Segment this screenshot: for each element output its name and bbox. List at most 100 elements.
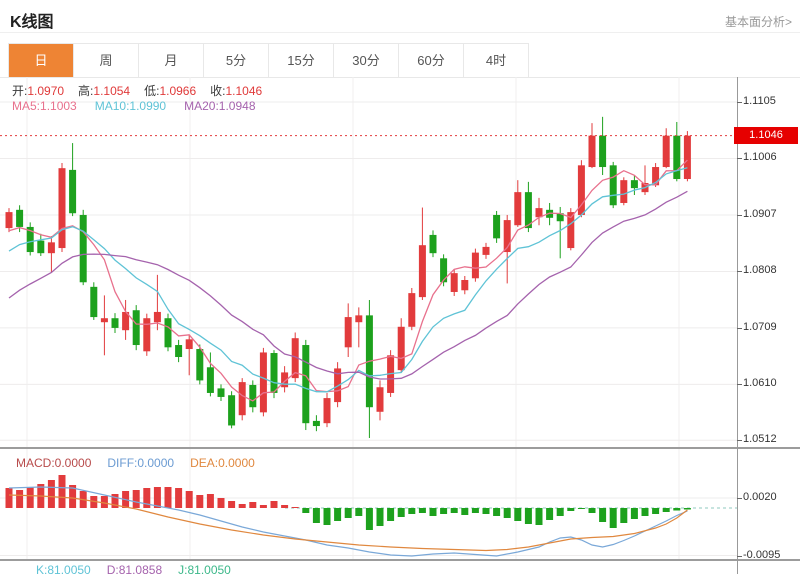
tab-30分[interactable]: 30分 bbox=[334, 44, 399, 77]
macd-bar bbox=[683, 508, 691, 510]
candle-body bbox=[429, 234, 437, 254]
price-label: 1.0512 bbox=[743, 433, 777, 445]
candle-body bbox=[58, 168, 66, 249]
page-title: K线图 bbox=[10, 14, 54, 31]
macd-bar bbox=[206, 494, 214, 508]
macd-kdj-divider bbox=[0, 559, 800, 561]
macd-bar bbox=[323, 508, 331, 525]
candle-body bbox=[524, 192, 532, 229]
candle-body bbox=[620, 180, 628, 203]
candle-body bbox=[334, 368, 342, 403]
ohlc-item: 高:1.1054 bbox=[78, 84, 130, 98]
kdj-value: 81.0050 bbox=[187, 563, 231, 574]
ma-value: 1.1003 bbox=[40, 99, 77, 113]
macd-bar bbox=[47, 480, 55, 508]
candle-body bbox=[206, 367, 214, 393]
candle-body bbox=[26, 226, 34, 253]
macd-bar bbox=[482, 508, 490, 514]
candle-body bbox=[153, 311, 161, 323]
price-tick bbox=[737, 271, 742, 272]
price-tick bbox=[737, 158, 742, 159]
ma-value: 1.0990 bbox=[129, 99, 167, 113]
macd-bar bbox=[312, 508, 320, 523]
ohlc-value: 1.0970 bbox=[27, 84, 65, 98]
panel-divider bbox=[0, 447, 800, 449]
macd-legend: MACD:0.0000 DIFF:0.0000 DEA:0.0000 bbox=[16, 456, 271, 470]
macd-bar bbox=[175, 488, 183, 508]
macd-bar bbox=[143, 488, 151, 508]
tab-周[interactable]: 周 bbox=[74, 44, 139, 77]
ma-item: MA20:1.0948 bbox=[184, 99, 255, 113]
candle-body bbox=[344, 317, 352, 348]
tab-4时[interactable]: 4时 bbox=[464, 44, 528, 77]
dea-line bbox=[8, 494, 688, 552]
candle-body bbox=[270, 353, 278, 393]
macd-bar bbox=[111, 494, 119, 508]
macd-bar bbox=[217, 498, 225, 508]
macd-value: 0.0000 bbox=[137, 456, 175, 470]
macd-bar bbox=[228, 501, 236, 508]
ohlc-value: 1.1054 bbox=[93, 84, 131, 98]
ohlc-label: 收: bbox=[210, 84, 226, 98]
price-label: 1.0709 bbox=[743, 321, 777, 333]
kdj-value: 81.0050 bbox=[47, 563, 91, 574]
ma-legend: MA5:1.1003 MA10:1.0990 MA20:1.0948 bbox=[12, 99, 274, 113]
candle-body bbox=[217, 388, 225, 397]
kdj-label: J: bbox=[178, 563, 188, 574]
candle-body bbox=[249, 384, 257, 408]
tab-日[interactable]: 日 bbox=[9, 44, 74, 77]
macd-item: MACD:0.0000 bbox=[16, 456, 91, 470]
period-tabs: 日周月 5分 15分 30分 60分 4时 bbox=[8, 43, 529, 77]
ohlc-value: 1.0966 bbox=[159, 84, 197, 98]
fundamental-analysis-link[interactable]: 基本面分析> bbox=[724, 15, 792, 29]
candle-body bbox=[16, 209, 24, 227]
macd-bar bbox=[5, 488, 13, 508]
tab-5分[interactable]: 5分 bbox=[204, 44, 269, 77]
macd-label: DIFF: bbox=[107, 456, 138, 470]
tab-月[interactable]: 月 bbox=[139, 44, 204, 77]
ma-label: MA10: bbox=[94, 99, 130, 113]
macd-tick bbox=[737, 556, 742, 557]
candle-body bbox=[662, 135, 670, 168]
tab-60分[interactable]: 60分 bbox=[399, 44, 464, 77]
macd-chart[interactable] bbox=[0, 450, 737, 560]
ma-label: MA5: bbox=[12, 99, 41, 113]
candle-body bbox=[683, 135, 691, 180]
macd-bar bbox=[26, 487, 34, 508]
macd-bar bbox=[524, 508, 532, 524]
macd-value: 0.0000 bbox=[54, 456, 92, 470]
candle-body bbox=[312, 420, 320, 427]
price-tick bbox=[737, 328, 742, 329]
macd-bar bbox=[599, 508, 607, 522]
candle-body bbox=[5, 212, 13, 229]
macd-bar bbox=[556, 508, 564, 516]
macd-item: DEA:0.0000 bbox=[190, 456, 255, 470]
macd-bar bbox=[291, 507, 299, 508]
macd-bar bbox=[58, 475, 66, 508]
ma-label: MA20: bbox=[184, 99, 219, 113]
macd-bar bbox=[355, 508, 363, 516]
candle-body bbox=[577, 165, 585, 215]
macd-bar bbox=[100, 496, 108, 508]
candle-body bbox=[228, 395, 236, 426]
macd-bar bbox=[334, 508, 342, 521]
ma-item: MA10:1.0990 bbox=[95, 99, 166, 113]
candle-body bbox=[111, 318, 119, 328]
candle-body bbox=[90, 286, 98, 318]
macd-bar bbox=[365, 508, 373, 530]
right-axis-line bbox=[737, 77, 738, 574]
price-chart[interactable] bbox=[0, 77, 737, 450]
price-label: 1.1006 bbox=[743, 151, 777, 163]
price-label: 1.0907 bbox=[743, 208, 777, 220]
macd-bar bbox=[376, 508, 384, 526]
ma-value: 1.0948 bbox=[218, 99, 256, 113]
candle-body bbox=[302, 345, 310, 424]
macd-bar bbox=[397, 508, 405, 517]
diff-line bbox=[8, 486, 688, 557]
price-tick bbox=[737, 384, 742, 385]
macd-bar bbox=[662, 508, 670, 512]
macd-bar bbox=[577, 508, 585, 509]
tab-15分[interactable]: 15分 bbox=[269, 44, 334, 77]
kdj-item: K:81.0050 bbox=[36, 563, 91, 574]
price-label: 1.0808 bbox=[743, 264, 777, 276]
